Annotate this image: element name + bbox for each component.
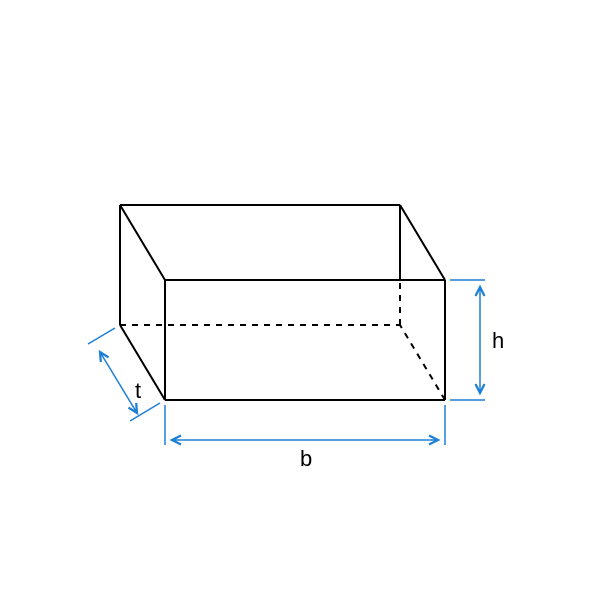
height-label: h: [492, 328, 504, 354]
box-visible-edges: [120, 205, 445, 400]
dimension-depth: [100, 352, 137, 413]
box-diagram: [0, 0, 600, 600]
depth-label: t: [135, 378, 141, 404]
dimension-lines: [88, 280, 485, 445]
width-label: b: [300, 446, 312, 472]
box-hidden-edges: [120, 280, 445, 400]
